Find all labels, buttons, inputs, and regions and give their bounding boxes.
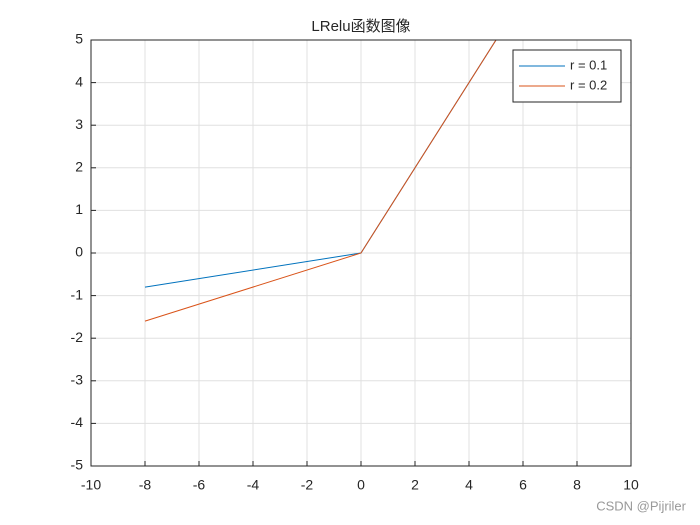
y-tick-label: 0 <box>75 244 83 260</box>
y-tick-label: 4 <box>75 73 83 89</box>
x-tick-label: -8 <box>139 477 152 493</box>
watermark: CSDN @Pijriler <box>596 498 686 513</box>
y-tick-label: -2 <box>71 329 84 345</box>
chart-title: LRelu函数图像 <box>311 18 410 35</box>
x-tick-label: -2 <box>301 477 314 493</box>
x-tick-label: 8 <box>573 477 581 493</box>
y-tick-label: 5 <box>75 31 83 47</box>
x-tick-label: 6 <box>519 477 527 493</box>
x-tick-label: 10 <box>623 477 639 493</box>
x-tick-label: 4 <box>465 477 473 493</box>
x-tick-label: -6 <box>193 477 206 493</box>
x-tick-label: 2 <box>411 477 419 493</box>
y-tick-label: 2 <box>75 159 83 175</box>
y-tick-label: -5 <box>71 457 84 473</box>
legend-label: r = 0.2 <box>570 77 607 92</box>
x-tick-label: -4 <box>247 477 260 493</box>
x-tick-label: -10 <box>81 477 101 493</box>
y-tick-label: -4 <box>71 414 84 430</box>
x-tick-label: 0 <box>357 477 365 493</box>
legend-label: r = 0.1 <box>570 57 607 72</box>
legend-box <box>512 49 622 103</box>
y-tick-label: -3 <box>71 372 84 388</box>
y-tick-label: 1 <box>75 201 83 217</box>
line <box>144 40 497 322</box>
y-tick-label: -1 <box>71 286 84 302</box>
y-tick-label: 3 <box>75 116 83 132</box>
